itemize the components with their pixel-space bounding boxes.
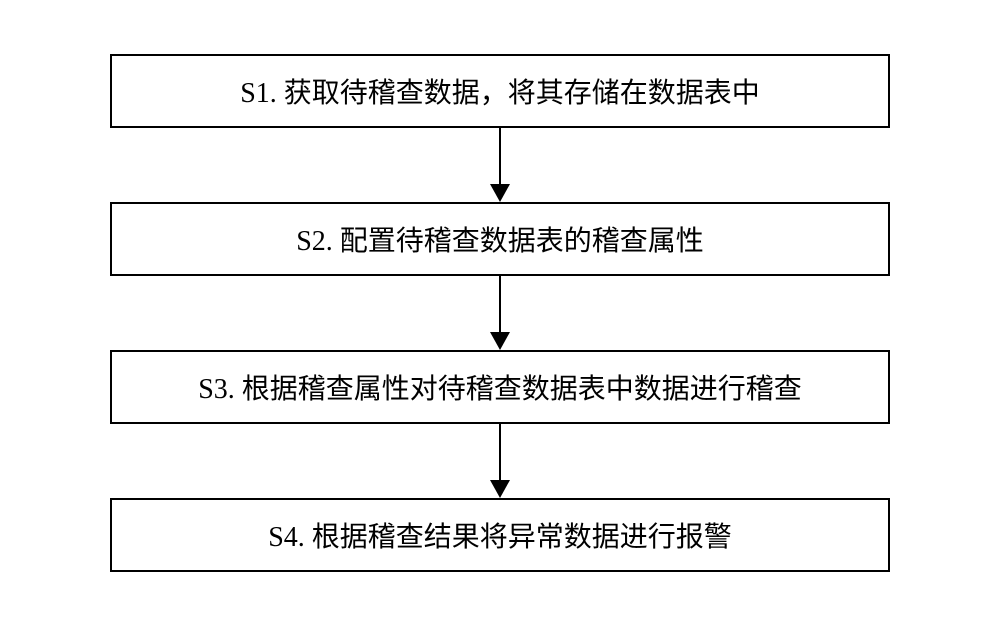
arrow-1 <box>490 128 510 202</box>
flowchart: S1. 获取待稽查数据，将其存储在数据表中 S2. 配置待稽查数据表的稽查属性 … <box>110 54 890 572</box>
arrow-3 <box>490 424 510 498</box>
arrow-shaft <box>499 128 501 184</box>
step-label: S1. 获取待稽查数据，将其存储在数据表中 <box>240 71 760 111</box>
arrow-shaft <box>499 276 501 332</box>
step-label: S4. 根据稽查结果将异常数据进行报警 <box>268 515 732 555</box>
step-box-s3: S3. 根据稽查属性对待稽查数据表中数据进行稽查 <box>110 350 890 424</box>
arrow-head-icon <box>490 332 510 350</box>
step-label: S3. 根据稽查属性对待稽查数据表中数据进行稽查 <box>198 367 802 407</box>
step-box-s1: S1. 获取待稽查数据，将其存储在数据表中 <box>110 54 890 128</box>
arrow-head-icon <box>490 480 510 498</box>
arrow-shaft <box>499 424 501 480</box>
step-box-s4: S4. 根据稽查结果将异常数据进行报警 <box>110 498 890 572</box>
arrow-head-icon <box>490 184 510 202</box>
step-label: S2. 配置待稽查数据表的稽查属性 <box>296 219 704 259</box>
step-box-s2: S2. 配置待稽查数据表的稽查属性 <box>110 202 890 276</box>
arrow-2 <box>490 276 510 350</box>
